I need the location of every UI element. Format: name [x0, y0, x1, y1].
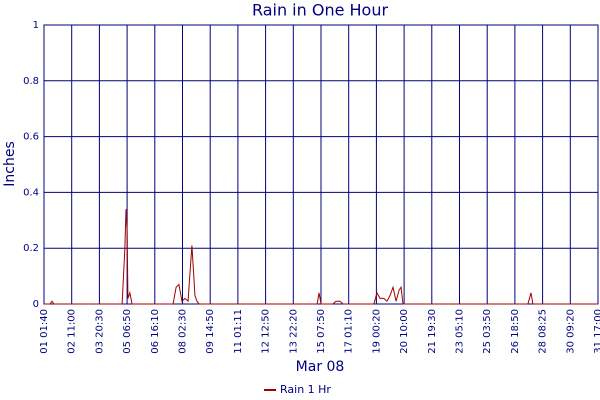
x-tick-label: 09 14:50	[205, 309, 216, 354]
y-tick-label: 0.4	[23, 187, 39, 198]
y-tick-label: 0.6	[23, 132, 39, 143]
x-tick-label: 12 12:50	[261, 309, 272, 354]
legend-label: Rain 1 Hr	[280, 383, 331, 396]
x-tick-label: 05 06:50	[122, 309, 133, 354]
data-line	[44, 209, 598, 305]
x-tick-label: 08 02:30	[178, 309, 189, 354]
x-tick-label: 20 10:00	[399, 309, 410, 354]
x-tick-label: 25 03:50	[482, 309, 493, 354]
y-tick-label: 0	[33, 299, 39, 310]
x-tick-label: 17 01:10	[344, 309, 355, 354]
y-tick-label: 0.2	[23, 243, 39, 254]
x-tick-label: 01 01:40	[39, 309, 50, 354]
x-tick-label: 13 22:20	[288, 309, 299, 354]
y-axis-label: Inches	[2, 141, 18, 186]
x-tick-label: 11 01:11	[233, 309, 244, 354]
x-axis-label: Mar 08	[296, 359, 345, 375]
chart-title: Rain in One Hour	[252, 1, 389, 20]
x-tick-label: 19 00:20	[371, 309, 382, 354]
x-tick-label: 02 11:00	[67, 309, 78, 354]
x-tick-label: 26 18:50	[510, 309, 521, 354]
x-tick-label: 31 17:00	[593, 309, 600, 354]
x-tick-label: 03 20:30	[94, 309, 105, 354]
y-tick-label: 1	[33, 20, 39, 31]
x-tick-label: 30 09:20	[565, 309, 576, 354]
x-tick-label: 21 19:30	[427, 309, 438, 354]
x-tick-label: 23 05:10	[455, 309, 466, 354]
x-tick-label: 06 16:10	[150, 309, 161, 354]
x-tick-label: 15 07:50	[316, 309, 327, 354]
y-tick-label: 0.8	[23, 76, 39, 87]
x-tick-label: 28 08:25	[538, 309, 549, 354]
